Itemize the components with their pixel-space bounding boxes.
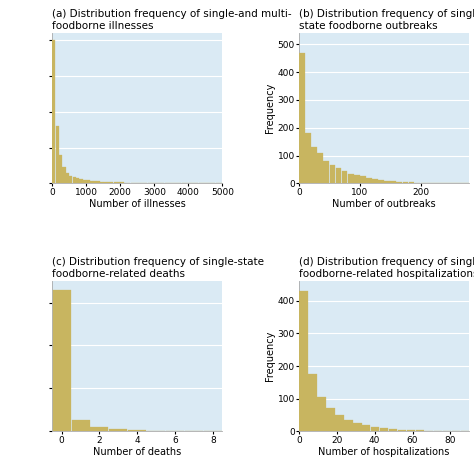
- Bar: [342, 171, 347, 183]
- Text: (d) Distribution frequency of single-state
foodborne-related hospitalizations: (d) Distribution frequency of single-sta…: [299, 256, 474, 279]
- Bar: [402, 182, 408, 183]
- Bar: [344, 420, 353, 431]
- Bar: [55, 126, 59, 183]
- Bar: [113, 182, 117, 183]
- Bar: [110, 182, 113, 183]
- Bar: [80, 179, 82, 183]
- Bar: [407, 430, 415, 431]
- Bar: [389, 429, 397, 431]
- Bar: [371, 428, 379, 431]
- Bar: [378, 180, 384, 183]
- Bar: [90, 181, 93, 183]
- Bar: [109, 429, 128, 431]
- Bar: [323, 161, 329, 183]
- Bar: [69, 175, 73, 183]
- Bar: [124, 182, 127, 183]
- Bar: [83, 180, 86, 183]
- X-axis label: Number of illnesses: Number of illnesses: [89, 200, 186, 210]
- Bar: [91, 427, 109, 431]
- Bar: [86, 180, 90, 183]
- Y-axis label: Frequency: Frequency: [265, 331, 275, 382]
- Bar: [72, 419, 90, 431]
- Bar: [127, 182, 130, 183]
- Bar: [336, 168, 341, 183]
- Bar: [396, 182, 402, 183]
- Text: (a) Distribution frequency of single-and multi-
foodborne illnesses: (a) Distribution frequency of single-and…: [52, 9, 292, 31]
- Bar: [97, 181, 100, 183]
- Text: (c) Distribution frequency of single-state
foodborne-related deaths: (c) Distribution frequency of single-sta…: [52, 256, 264, 279]
- Bar: [326, 409, 335, 431]
- X-axis label: Number of outbreaks: Number of outbreaks: [332, 200, 436, 210]
- Bar: [318, 153, 323, 183]
- X-axis label: Number of hospitalizations: Number of hospitalizations: [319, 447, 450, 457]
- Bar: [73, 177, 76, 183]
- Bar: [317, 397, 326, 431]
- Text: (b) Distribution frequency of single-and
state foodborne outbreaks: (b) Distribution frequency of single-and…: [299, 9, 474, 31]
- Bar: [305, 133, 311, 183]
- Bar: [398, 430, 406, 431]
- Bar: [354, 175, 360, 183]
- Bar: [416, 430, 424, 431]
- Bar: [120, 182, 124, 183]
- Bar: [93, 181, 96, 183]
- Bar: [128, 430, 146, 431]
- Bar: [360, 176, 366, 183]
- Y-axis label: Frequency: Frequency: [265, 83, 275, 134]
- Bar: [384, 181, 390, 183]
- Bar: [53, 290, 71, 431]
- Bar: [308, 374, 317, 431]
- Bar: [409, 182, 414, 183]
- Bar: [299, 291, 308, 431]
- Bar: [335, 415, 344, 431]
- Bar: [130, 182, 134, 183]
- Bar: [299, 53, 305, 183]
- Bar: [52, 40, 55, 183]
- Bar: [66, 173, 69, 183]
- Bar: [100, 182, 103, 183]
- Bar: [415, 182, 420, 183]
- Bar: [63, 167, 66, 183]
- Bar: [117, 182, 120, 183]
- Bar: [76, 178, 79, 183]
- Bar: [380, 428, 388, 431]
- Bar: [348, 173, 354, 183]
- Bar: [329, 165, 335, 183]
- Bar: [311, 147, 317, 183]
- Bar: [366, 178, 372, 183]
- Bar: [137, 182, 141, 183]
- Bar: [107, 182, 110, 183]
- Bar: [421, 182, 427, 183]
- Bar: [353, 423, 362, 431]
- Bar: [391, 181, 396, 183]
- Bar: [372, 179, 378, 183]
- Bar: [59, 155, 62, 183]
- X-axis label: Number of deaths: Number of deaths: [93, 447, 182, 457]
- Bar: [134, 182, 137, 183]
- Bar: [362, 426, 371, 431]
- Bar: [103, 182, 107, 183]
